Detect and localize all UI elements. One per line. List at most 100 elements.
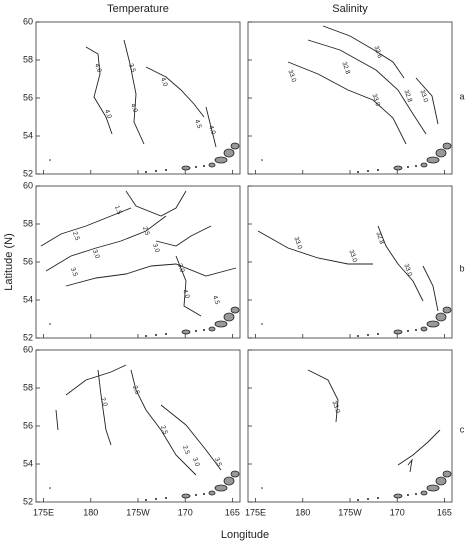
island bbox=[208, 490, 216, 496]
island bbox=[357, 335, 359, 337]
island bbox=[145, 499, 147, 501]
y-tick-label: 58 bbox=[23, 382, 33, 392]
y-tick-label: 58 bbox=[23, 218, 33, 228]
island bbox=[407, 166, 409, 168]
x-tick-label: 165 bbox=[437, 507, 452, 517]
island bbox=[165, 497, 167, 499]
contour-label: 2.5 bbox=[181, 445, 191, 456]
contour-label: 4.5 bbox=[211, 295, 221, 306]
panel-frame bbox=[35, 21, 241, 175]
contour-line bbox=[322, 25, 405, 79]
x-tick-label: 170 bbox=[390, 507, 405, 517]
x-tick-label: 180 bbox=[295, 507, 310, 517]
island bbox=[442, 142, 452, 150]
island bbox=[420, 490, 428, 496]
island bbox=[49, 159, 51, 161]
contour-line bbox=[45, 215, 167, 272]
island bbox=[426, 320, 440, 328]
island bbox=[223, 312, 235, 322]
island bbox=[208, 162, 216, 168]
island bbox=[155, 334, 157, 336]
island bbox=[415, 329, 417, 331]
contour-line bbox=[155, 225, 212, 247]
island bbox=[195, 494, 197, 496]
island bbox=[357, 499, 359, 501]
island bbox=[181, 165, 191, 171]
contour-line bbox=[65, 263, 237, 287]
contour-line bbox=[40, 207, 132, 247]
island bbox=[415, 165, 417, 167]
island bbox=[393, 165, 403, 171]
y-tick-label: 52 bbox=[23, 496, 33, 506]
contour-label: 4.0 bbox=[93, 63, 103, 74]
contour-label: 3.5 bbox=[127, 63, 137, 74]
island bbox=[377, 169, 379, 171]
y-tick-label: 54 bbox=[23, 458, 33, 468]
island bbox=[393, 493, 403, 499]
contour-line bbox=[307, 369, 339, 423]
contour-line bbox=[97, 369, 112, 446]
island bbox=[407, 330, 409, 332]
contour-label: 3.0 bbox=[176, 263, 186, 274]
contour-label: 33.0 bbox=[347, 249, 358, 264]
contour-line bbox=[377, 225, 424, 302]
island bbox=[223, 476, 235, 486]
contour-label: 1.5 bbox=[113, 205, 123, 216]
island bbox=[203, 493, 205, 495]
island bbox=[230, 470, 240, 478]
island bbox=[393, 329, 403, 335]
contour-label: 32.8 bbox=[402, 89, 413, 104]
y-tick-label: 56 bbox=[23, 92, 33, 102]
y-tick-label: 56 bbox=[23, 256, 33, 266]
island bbox=[435, 476, 447, 486]
island bbox=[155, 170, 157, 172]
island bbox=[442, 306, 452, 314]
column-title: Temperature bbox=[107, 3, 169, 15]
panel-frame bbox=[35, 185, 241, 339]
contour-label: 3.5 bbox=[69, 267, 79, 278]
island bbox=[377, 333, 379, 335]
y-tick-label: 54 bbox=[23, 294, 33, 304]
contour-label: 4.0 bbox=[181, 289, 191, 300]
contour-line bbox=[130, 369, 197, 476]
y-tick-label: 52 bbox=[23, 332, 33, 342]
island bbox=[145, 171, 147, 173]
island bbox=[155, 498, 157, 500]
contour-line bbox=[145, 66, 205, 118]
column-title: Salinity bbox=[332, 3, 368, 15]
x-tick-label: 175W bbox=[338, 507, 362, 517]
contour-label: 3.5 bbox=[213, 457, 223, 468]
island bbox=[420, 326, 428, 332]
row-label: a bbox=[459, 91, 464, 101]
island bbox=[261, 487, 263, 489]
island bbox=[195, 330, 197, 332]
contour-label: 3.0 bbox=[91, 249, 101, 260]
contour-line bbox=[422, 265, 439, 312]
island bbox=[208, 326, 216, 332]
contour-line bbox=[85, 46, 113, 135]
island bbox=[203, 329, 205, 331]
contour-line bbox=[175, 255, 202, 317]
y-tick-label: 60 bbox=[23, 180, 33, 190]
contour-line bbox=[160, 404, 222, 471]
contour-line bbox=[55, 409, 59, 431]
island bbox=[377, 497, 379, 499]
island bbox=[181, 329, 191, 335]
island bbox=[442, 470, 452, 478]
x-tick-label: 175W bbox=[126, 507, 150, 517]
island bbox=[367, 498, 369, 500]
contour-label: 2.5 bbox=[131, 385, 141, 396]
y-tick-label: 60 bbox=[23, 16, 33, 26]
island bbox=[223, 148, 235, 158]
x-tick-label: 170 bbox=[178, 507, 193, 517]
y-tick-label: 58 bbox=[23, 54, 33, 64]
y-tick-label: 52 bbox=[23, 168, 33, 178]
contour-line bbox=[65, 364, 127, 396]
island bbox=[49, 487, 51, 489]
x-tick-label: 175E bbox=[33, 507, 54, 517]
island bbox=[214, 320, 228, 328]
x-tick-label: 175E bbox=[245, 507, 266, 517]
island bbox=[181, 493, 191, 499]
contour-line bbox=[287, 61, 407, 145]
